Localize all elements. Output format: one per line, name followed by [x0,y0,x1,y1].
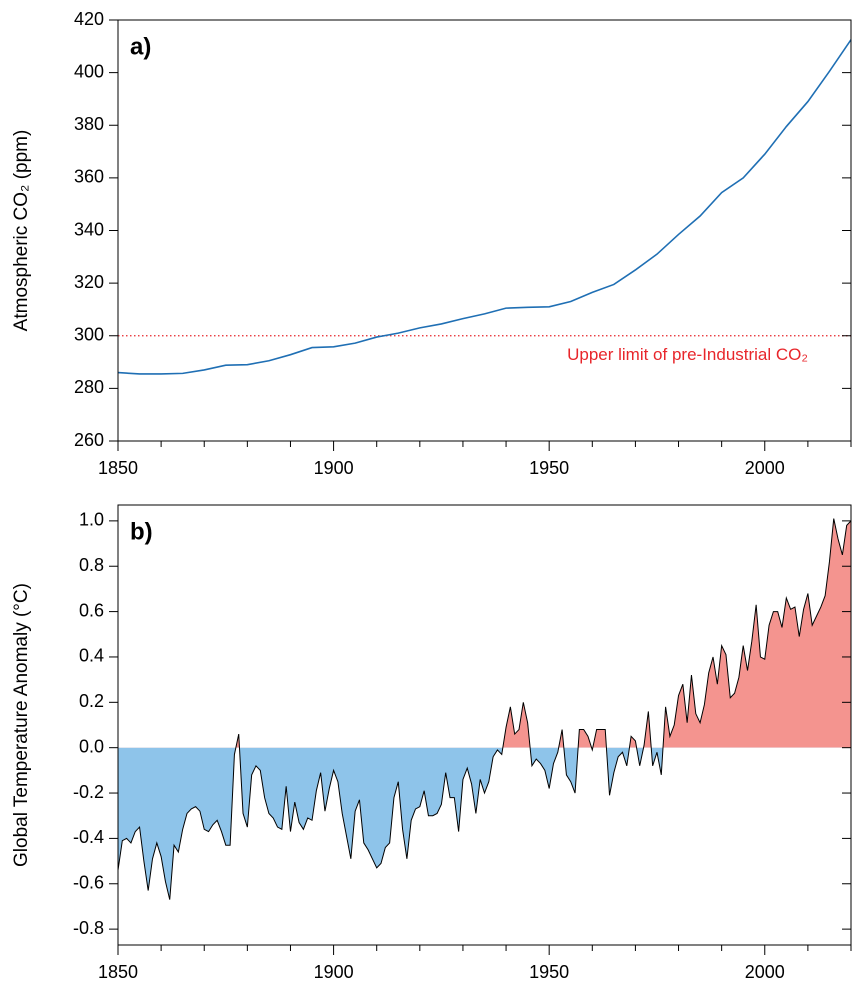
y-tick-label: 0.6 [79,600,104,620]
y-tick-label: 380 [74,114,104,134]
y-tick-label: 0.4 [79,646,104,666]
y-tick-label: 300 [74,325,104,345]
anomaly-line [117,518,852,900]
y-tick-label: -0.6 [73,873,104,893]
y-tick-label: -0.4 [73,827,104,847]
x-tick-label: 1900 [314,458,354,478]
y-tick-label: 0.2 [79,691,104,711]
x-tick-label: 1900 [314,962,354,980]
y-axis-title: Atmospheric CO₂ (ppm) [11,130,32,332]
reference-label: Upper limit of pre-Industrial CO₂ [567,345,808,364]
plot-frame [117,19,852,442]
x-tick-label: 1850 [98,962,138,980]
y-tick-label: -0.8 [73,918,104,938]
y-tick-label: 0.0 [79,736,104,756]
x-tick-label: 1850 [98,458,138,478]
x-tick-label: 1950 [529,962,569,980]
panel-label: b) [130,518,153,545]
panel-label: a) [130,33,151,60]
positive-area [118,518,851,748]
y-tick-label: 280 [74,377,104,397]
y-tick-label: 340 [74,219,104,239]
y-tick-label: 360 [74,167,104,187]
x-tick-label: 1950 [529,458,569,478]
y-tick-label: 400 [74,61,104,81]
y-tick-label: 0.8 [79,555,104,575]
co2-line [117,39,852,375]
y-tick-label: 260 [74,430,104,450]
negative-area [118,747,664,900]
y-axis-title: Global Temperature Anomaly (°C) [11,583,32,867]
x-tick-label: 2000 [745,962,785,980]
y-tick-label: 420 [74,9,104,29]
plot-frame [117,504,852,946]
y-tick-label: 1.0 [79,510,104,530]
y-tick-label: 320 [74,272,104,292]
y-tick-label: -0.2 [73,782,104,802]
x-tick-label: 2000 [745,458,785,478]
